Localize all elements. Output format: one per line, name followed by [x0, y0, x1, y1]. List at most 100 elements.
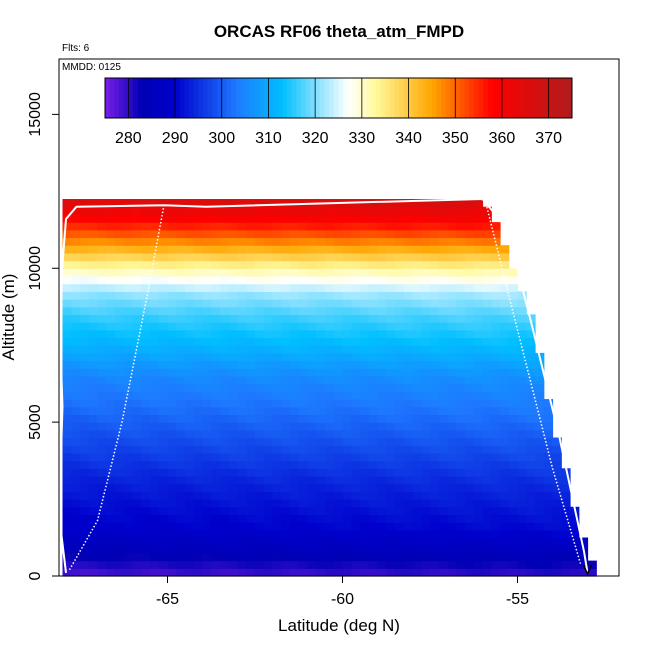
heatmap-cell — [97, 245, 107, 254]
heatmap-cell — [403, 522, 414, 531]
colorbar-cell — [413, 78, 419, 118]
heatmap-cell — [351, 368, 361, 377]
heatmap-cell — [395, 506, 405, 516]
heatmap-cell — [88, 414, 99, 423]
heatmap-cell — [465, 468, 475, 477]
heatmap-cell — [263, 345, 274, 354]
heatmap-cell — [412, 537, 422, 546]
heatmap-cell — [298, 545, 309, 554]
heatmap-cell — [342, 429, 352, 439]
heatmap-cell — [106, 545, 116, 554]
heatmap-cell — [167, 322, 177, 331]
heatmap-cell — [473, 214, 484, 223]
heatmap-cell — [368, 445, 379, 454]
heatmap-cell — [211, 299, 221, 308]
heatmap-cell — [316, 383, 326, 392]
heatmap-cell — [158, 237, 169, 246]
heatmap-cell — [123, 491, 134, 500]
heatmap-cell — [447, 506, 457, 516]
heatmap-cell — [421, 206, 431, 215]
heatmap-cell — [158, 329, 169, 339]
heatmap-cell — [97, 391, 107, 400]
heatmap-cell — [62, 375, 72, 385]
heatmap-cell — [71, 560, 81, 569]
heatmap-cell — [447, 460, 457, 469]
heatmap-cell — [141, 329, 151, 339]
heatmap-cell — [438, 329, 449, 339]
heatmap-cell — [220, 552, 230, 562]
heatmap-cell — [255, 468, 265, 477]
heatmap-cell — [316, 529, 326, 539]
heatmap-cell — [115, 360, 125, 369]
heatmap-cell — [211, 206, 221, 215]
heatmap-cell — [508, 437, 519, 446]
heatmap-cell — [132, 529, 142, 539]
heatmap-cell — [132, 445, 142, 454]
heatmap-cell — [403, 345, 414, 354]
heatmap-cell — [106, 368, 116, 377]
heatmap-cell — [500, 491, 510, 500]
heatmap-cell — [526, 483, 536, 492]
heatmap-cell — [211, 452, 221, 462]
heatmap-cell — [71, 337, 81, 346]
heatmap-cell — [342, 552, 352, 562]
heatmap-cell — [543, 491, 554, 500]
heatmap-cell — [517, 499, 527, 508]
heatmap-cell — [535, 368, 545, 377]
heatmap-cell — [500, 499, 510, 508]
heatmap-cell — [491, 452, 501, 462]
heatmap-cell — [237, 514, 247, 523]
heatmap-cell — [185, 545, 195, 554]
heatmap-cell — [395, 214, 405, 223]
heatmap-cell — [176, 306, 186, 316]
heatmap-cell — [465, 275, 475, 285]
heatmap-cell — [62, 429, 72, 439]
flights-label: Flts: 6 — [62, 43, 90, 54]
heatmap-cell — [561, 568, 571, 577]
heatmap-cell — [106, 260, 116, 269]
heatmap-cell — [430, 383, 440, 392]
heatmap-cell — [482, 452, 492, 462]
heatmap-cell — [325, 252, 335, 262]
heatmap-cell — [158, 429, 169, 439]
heatmap-cell — [88, 299, 99, 308]
heatmap-cell — [237, 537, 247, 546]
heatmap-cell — [88, 391, 99, 400]
heatmap-cell — [333, 214, 344, 223]
heatmap-cell — [368, 452, 379, 462]
heatmap-cell — [141, 314, 151, 323]
heatmap-cell — [281, 422, 291, 431]
heatmap-cell — [482, 329, 492, 339]
heatmap-cell — [298, 237, 309, 246]
heatmap-cell — [412, 437, 422, 446]
heatmap-cell — [298, 568, 309, 577]
heatmap-cell — [438, 245, 449, 254]
heatmap-cell — [386, 529, 396, 539]
heatmap-cell — [421, 260, 431, 269]
heatmap-cell — [141, 199, 151, 208]
heatmap-cell — [473, 268, 484, 277]
heatmap-cell — [552, 537, 562, 546]
heatmap-cell — [246, 314, 256, 323]
heatmap-cell — [123, 268, 134, 277]
heatmap-cell — [517, 552, 527, 562]
heatmap-cell — [508, 537, 519, 546]
heatmap-cell — [535, 568, 545, 577]
heatmap-cell — [403, 506, 414, 516]
heatmap-cell — [517, 299, 527, 308]
heatmap-cell — [368, 483, 379, 492]
heatmap-cell — [386, 491, 396, 500]
heatmap-cell — [456, 260, 466, 269]
heatmap-cell — [290, 299, 300, 308]
heatmap-cell — [263, 283, 274, 292]
heatmap-cell — [500, 529, 510, 539]
heatmap-cell — [517, 329, 527, 339]
heatmap-cell — [80, 206, 90, 215]
heatmap-cell — [403, 329, 414, 339]
heatmap-cell — [71, 445, 81, 454]
colorbar-cell — [217, 78, 223, 118]
heatmap-cell — [141, 206, 151, 215]
heatmap-cell — [211, 237, 221, 246]
heatmap-cell — [368, 275, 379, 285]
heatmap-cell — [123, 391, 134, 400]
